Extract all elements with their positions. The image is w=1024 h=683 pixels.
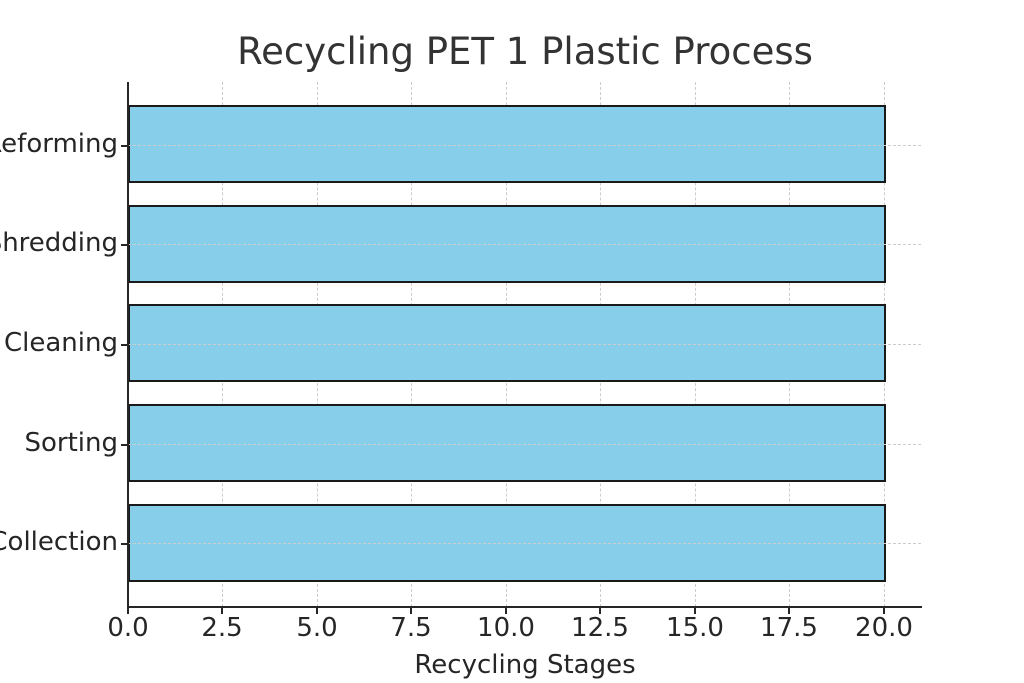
bar-sorting — [128, 404, 886, 482]
x-tick-label: 10.0 — [477, 613, 535, 643]
x-tick — [505, 607, 507, 614]
grid-line — [128, 344, 921, 345]
x-tick-label: 7.5 — [390, 613, 432, 643]
grid-line — [128, 444, 921, 445]
chart-title: Recycling PET 1 Plastic Process — [237, 30, 813, 73]
x-tick — [788, 607, 790, 614]
x-tick-label: 0.0 — [107, 613, 149, 643]
x-tick-label: 2.5 — [201, 613, 243, 643]
x-tick — [599, 607, 601, 614]
grid-line — [128, 244, 921, 245]
x-tick — [221, 607, 223, 614]
y-tick — [121, 543, 128, 545]
bar-reforming — [128, 105, 886, 183]
y-axis — [127, 82, 129, 607]
y-tick-label: Reforming — [0, 129, 118, 159]
x-tick-label: 5.0 — [296, 613, 338, 643]
y-tick-label: Sorting — [24, 428, 118, 458]
x-tick — [694, 607, 696, 614]
y-tick — [121, 145, 128, 147]
x-tick — [883, 607, 885, 614]
x-tick — [316, 607, 318, 614]
y-tick — [121, 444, 128, 446]
grid-line — [128, 543, 921, 544]
x-axis-title: Recycling Stages — [414, 650, 636, 680]
y-tick — [121, 244, 128, 246]
y-tick — [121, 344, 128, 346]
bar-cleaning — [128, 304, 886, 382]
x-axis — [127, 606, 922, 608]
y-tick-label: Collection — [0, 527, 118, 557]
y-tick-label: Cleaning — [4, 328, 118, 358]
y-tick-label: Shredding — [0, 228, 118, 258]
x-tick-label: 20.0 — [855, 613, 913, 643]
x-tick — [127, 607, 129, 614]
x-tick — [410, 607, 412, 614]
x-tick-label: 15.0 — [666, 613, 724, 643]
grid-line — [128, 145, 921, 146]
x-tick-label: 17.5 — [760, 613, 818, 643]
x-tick-label: 12.5 — [571, 613, 629, 643]
